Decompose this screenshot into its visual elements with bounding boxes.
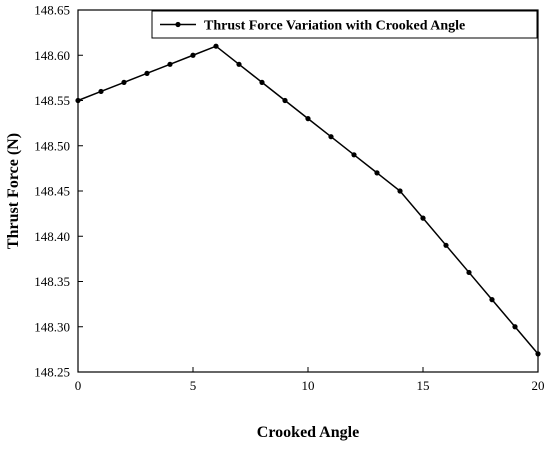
plot-frame	[77, 9, 539, 373]
x-tick-label: 20	[532, 378, 545, 393]
data-point	[374, 170, 380, 176]
x-tick-label: 0	[75, 378, 82, 393]
data-point	[443, 242, 449, 248]
data-point	[466, 269, 472, 276]
data-point	[190, 52, 196, 58]
x-tick-label: 15	[417, 378, 430, 393]
data-point	[167, 61, 173, 67]
y-tick-label: 148.65	[34, 3, 70, 18]
x-axis-label: Crooked Angle	[257, 424, 359, 441]
legend-series-label: Thrust Force Variation with Crooked Angl…	[204, 19, 465, 34]
legend: Thrust Force Variation with Crooked Angl…	[151, 10, 538, 39]
y-tick-label: 148.60	[34, 48, 70, 63]
y-tick-label: 148.25	[34, 365, 70, 380]
y-tick-label: 148.55	[34, 93, 70, 108]
data-point	[397, 188, 403, 194]
data-point	[98, 88, 104, 95]
x-tick-label: 5	[190, 378, 197, 393]
series-layer	[75, 43, 541, 357]
data-point	[305, 116, 311, 122]
data-point	[75, 97, 81, 104]
y-tick-label: 148.50	[34, 138, 70, 153]
series-line	[77, 45, 539, 355]
data-point	[351, 152, 357, 158]
y-tick-label: 148.45	[34, 184, 70, 199]
data-point	[121, 79, 127, 85]
data-point	[236, 61, 242, 67]
axes-layer: 0 5 10 15 20 148.25 148.30 148.35 148.40 148.45 14…	[34, 3, 544, 394]
y-tick-label: 148.40	[34, 229, 70, 244]
data-point	[282, 97, 288, 104]
y-axis-label: Thrust Force (N)	[5, 133, 22, 249]
data-point	[420, 215, 426, 221]
data-point	[535, 351, 541, 357]
data-point	[259, 79, 265, 85]
data-point	[512, 324, 518, 330]
legend-box	[151, 10, 538, 39]
data-point	[328, 134, 334, 140]
y-tick-label: 148.35	[34, 274, 70, 289]
data-point	[213, 43, 219, 49]
data-point	[144, 70, 150, 76]
data-point	[489, 297, 495, 303]
legend-series-marker	[175, 21, 181, 28]
x-tick-label: 10	[302, 378, 315, 393]
y-tick-label: 148.30	[34, 319, 70, 334]
